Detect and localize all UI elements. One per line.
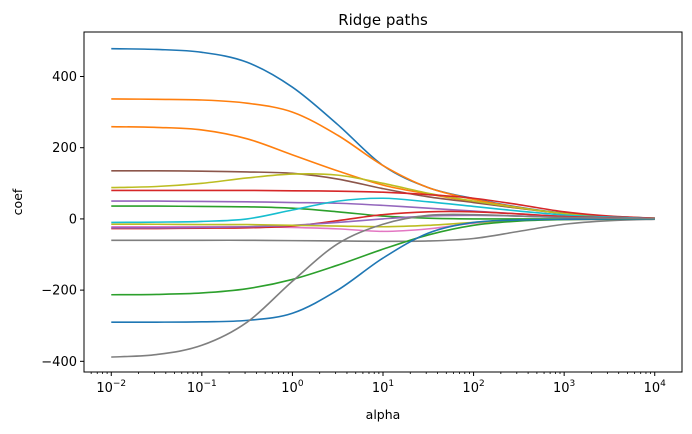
series-layer [111, 47, 655, 358]
x-axis: 10−2 10−1 100 101 102 103 104 [90, 372, 667, 396]
y-tick-label: −200 [41, 284, 77, 299]
coef-path-6 [111, 189, 655, 219]
coef-path-5 [111, 172, 655, 219]
x-tick-label: 101 [372, 379, 394, 396]
y-tick-label: −400 [41, 355, 77, 370]
x-tick-label: 10−1 [187, 379, 217, 396]
x-tick-label: 100 [281, 379, 304, 396]
coef-path-9 [111, 197, 655, 224]
y-axis: −400 −200 0 200 400 [41, 70, 84, 370]
coef-path-2 [111, 98, 655, 219]
y-axis-label: coef [10, 188, 25, 215]
chart-title: Ridge paths [338, 11, 428, 29]
coef-path-16 [111, 218, 655, 323]
coef-path-17 [111, 213, 655, 358]
coef-path-4 [111, 170, 655, 219]
coef-path-15 [111, 218, 655, 296]
x-axis-label: alpha [366, 407, 401, 422]
y-tick-label: 400 [52, 70, 77, 85]
y-tick-label: 200 [52, 141, 77, 156]
coef-path-14 [111, 218, 655, 243]
y-tick-label: 0 [69, 212, 77, 227]
x-tick-label: 104 [644, 379, 667, 396]
coef-path-3 [111, 125, 655, 219]
x-tick-label: 102 [462, 379, 484, 396]
x-tick-label: 10−2 [96, 379, 126, 396]
x-tick-label: 103 [553, 379, 575, 396]
